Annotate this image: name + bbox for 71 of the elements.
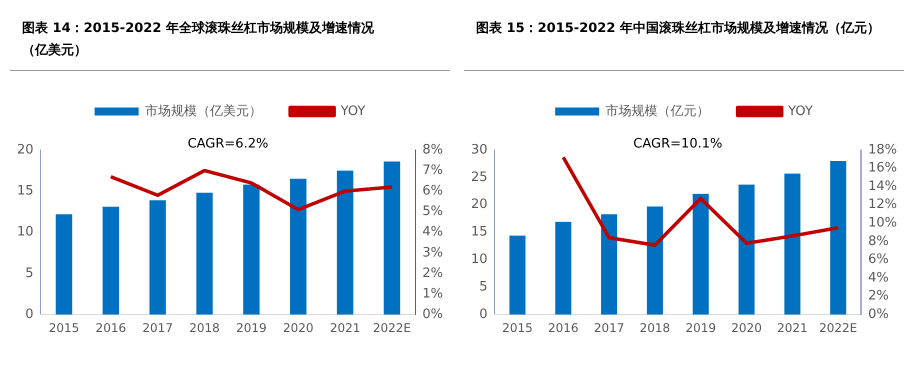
y2-tick-label: 4%	[868, 270, 889, 286]
y2-tick-label: 6%	[422, 184, 443, 199]
bar	[56, 214, 72, 315]
y-tick-label: 15	[470, 224, 488, 240]
y2-tick-label: 8%	[868, 234, 889, 249]
x-tick-label: 2016	[548, 320, 579, 335]
y2-tick-label: 16%	[868, 160, 898, 176]
bar	[336, 170, 354, 315]
y2-tick-label: 0%	[868, 306, 889, 322]
legend-label: 市场规模（亿元）	[606, 104, 710, 119]
y2-tick-label: 12%	[868, 197, 898, 212]
bar	[196, 192, 213, 315]
y2-tick-label: 2%	[422, 266, 443, 281]
y2-tick-label: 6%	[868, 252, 889, 268]
bar	[830, 160, 846, 315]
y2-tick-label: 10%	[868, 216, 898, 231]
annotation: CAGR=10.1%	[633, 136, 722, 152]
y-tick-label: 30	[470, 142, 488, 158]
x-tick-label: 2015	[502, 320, 533, 335]
bar	[646, 206, 663, 315]
bar	[555, 222, 572, 315]
y-tick-label: 25	[470, 170, 488, 185]
x-tick-label: 2021	[777, 320, 808, 335]
x-tick-label: 2021	[330, 320, 360, 335]
x-tick-label: 2016	[96, 320, 126, 335]
x-tick-label: 2019	[236, 320, 267, 335]
y-tick-label: 5	[479, 280, 488, 295]
x-tick-label: 2015	[48, 320, 80, 335]
bar	[692, 194, 709, 315]
y-tick-label: 20	[470, 197, 488, 212]
y-tick-label: 15	[16, 184, 34, 199]
chart-title: 图表 14：2015-2022 年全球滚珠丝杠市场规模及增速情况（亿美元）	[10, 18, 450, 71]
y-tick-label: 0	[479, 306, 488, 322]
y2-tick-label: 3%	[422, 245, 443, 260]
bar	[149, 200, 166, 315]
legend-label: 市场规模（亿美元）	[145, 102, 262, 119]
x-tick-label: 2018	[640, 320, 670, 335]
chart-title: 图表 15：2015-2022 年中国滚珠丝杠市场规模及增速情况（亿元）	[464, 18, 904, 71]
y2-tick-label: 7%	[422, 162, 443, 178]
y2-tick-label: 18%	[868, 142, 898, 158]
y2-tick-label: 8%	[422, 142, 443, 158]
x-tick-label: 2020	[282, 320, 314, 335]
bar	[601, 214, 618, 315]
bar	[509, 236, 526, 315]
x-tick-label: 2022E	[819, 320, 858, 335]
y2-tick-label: 4%	[422, 224, 443, 240]
legend-label: YOY	[787, 104, 813, 119]
y-tick-label: 10	[470, 252, 488, 268]
x-tick-label: 2020	[731, 320, 762, 335]
legend-label: YOY	[340, 104, 366, 119]
y2-tick-label: 14%	[868, 178, 898, 194]
bar	[384, 162, 400, 315]
x-tick-label: 2017	[594, 320, 624, 335]
y-tick-label: 0	[25, 306, 34, 322]
y-tick-label: 20	[16, 142, 34, 158]
x-tick-label: 2018	[189, 320, 220, 335]
y2-tick-label: 0%	[422, 306, 443, 322]
bar	[290, 178, 306, 315]
x-tick-label: 2019	[685, 320, 716, 335]
y-tick-label: 10	[16, 224, 34, 240]
y-tick-label: 5	[25, 266, 34, 281]
x-tick-label: 2022E	[372, 320, 412, 335]
bar	[784, 174, 800, 315]
bar	[738, 184, 755, 315]
annotation: CAGR=6.2%	[188, 136, 268, 152]
bar	[243, 184, 260, 315]
bar	[102, 206, 120, 315]
x-tick-label: 2017	[142, 320, 173, 335]
y2-tick-label: 1%	[422, 286, 443, 302]
y2-tick-label: 5%	[422, 204, 443, 220]
y2-tick-label: 2%	[868, 288, 889, 304]
